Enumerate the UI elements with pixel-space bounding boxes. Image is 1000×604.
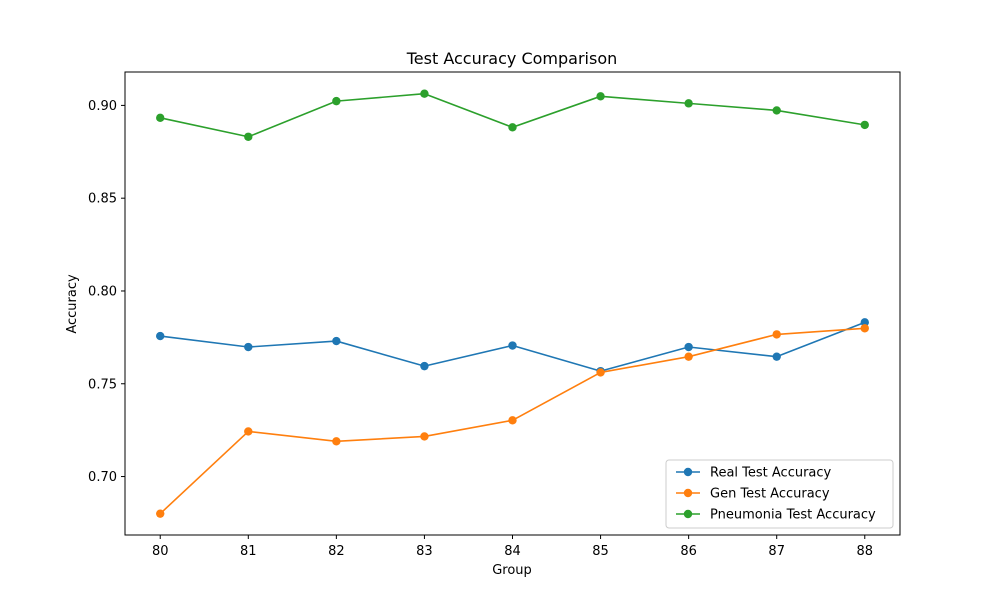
data-point (332, 336, 341, 346)
data-point (772, 106, 781, 115)
legend-item: Pneumonia Test Accuracy (676, 508, 876, 523)
x-tick-label: 83 (416, 544, 433, 559)
legend-marker (683, 509, 693, 519)
legend-marker (683, 488, 693, 498)
data-point (244, 342, 253, 352)
series-1 (156, 324, 869, 518)
legend: Real Test Accuracy Gen Test Accuracy Pneum… (665, 459, 894, 529)
data-point (332, 437, 341, 446)
data-point (420, 432, 429, 441)
series-2 (156, 89, 869, 141)
data-point (772, 352, 781, 361)
x-tick-label: 86 (680, 544, 697, 559)
data-point (596, 368, 605, 377)
y-tick-label: 0.70 (88, 470, 117, 485)
data-point (860, 324, 869, 333)
data-point (772, 330, 781, 339)
legend-label: Real Test Accuracy (710, 466, 832, 481)
y-axis: 0.70 0.75 0.80 0.85 0.90 (88, 99, 125, 485)
legend-marker (683, 467, 693, 477)
chart-title: Test Accuracy Comparison (406, 49, 618, 68)
x-tick-label: 82 (328, 544, 345, 559)
data-point (420, 361, 429, 371)
legend-box (665, 459, 894, 529)
x-tick-label: 87 (768, 544, 785, 559)
legend-item: Real Test Accuracy (676, 466, 832, 481)
data-point (684, 99, 693, 108)
y-tick-label: 0.75 (88, 377, 117, 392)
y-axis-label: Accuracy (65, 274, 80, 334)
y-tick-label: 0.85 (88, 192, 117, 207)
data-point (244, 427, 253, 436)
legend-label: Gen Test Accuracy (710, 487, 830, 502)
data-point (332, 96, 341, 106)
x-tick-label: 84 (504, 544, 521, 559)
legend-item: Gen Test Accuracy (676, 487, 830, 502)
data-point (684, 342, 693, 352)
data-point (508, 123, 517, 132)
data-point (156, 331, 165, 341)
data-point (596, 92, 605, 101)
data-point (508, 341, 517, 350)
series-0 (156, 318, 869, 376)
x-tick-label: 80 (152, 544, 169, 559)
x-axis: 80 81 82 83 84 85 86 87 88 (152, 535, 873, 559)
data-point (420, 89, 429, 98)
data-point (156, 509, 165, 518)
x-tick-label: 81 (240, 544, 257, 559)
x-tick-label: 88 (856, 544, 873, 559)
x-tick-label: 85 (592, 544, 609, 559)
data-point (156, 113, 165, 123)
x-axis-label: Group (492, 563, 532, 578)
series-layer (156, 89, 869, 518)
y-tick-label: 0.90 (88, 99, 117, 114)
legend-label: Pneumonia Test Accuracy (710, 508, 876, 523)
data-point (244, 132, 253, 141)
data-point (508, 416, 517, 425)
data-point (684, 352, 693, 361)
y-tick-label: 0.80 (88, 284, 117, 299)
data-point (860, 120, 869, 130)
data-point (860, 318, 869, 327)
